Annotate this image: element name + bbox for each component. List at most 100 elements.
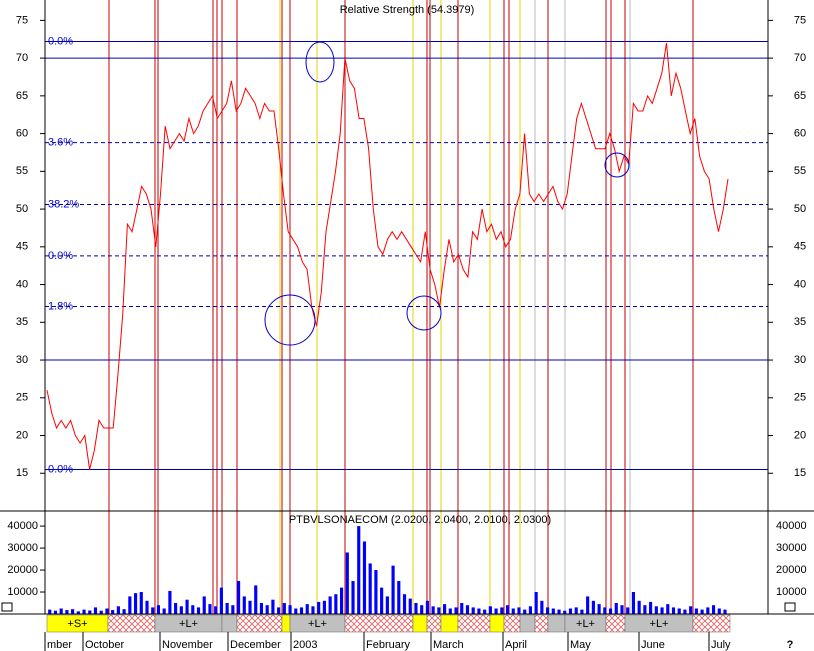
volume-bar: [214, 606, 218, 614]
volume-bar: [397, 581, 401, 614]
signal-label: +S+: [67, 618, 87, 630]
volume-bar: [145, 600, 149, 614]
volume-bar: [551, 608, 555, 614]
volume-bar: [603, 607, 607, 614]
signal-segment: [412, 614, 428, 633]
level-label: 38.2%: [48, 198, 79, 210]
volume-bar: [65, 610, 69, 614]
volume-bar: [191, 605, 195, 614]
signal-label: +L+: [576, 618, 595, 630]
volume-bar: [322, 600, 326, 614]
volume-bar: [408, 598, 412, 614]
volume-bar: [391, 565, 395, 614]
y-tick-label: 40: [794, 278, 806, 290]
signal-segment: [426, 614, 442, 633]
y-tick-label: 55: [794, 165, 806, 177]
signal-segment: [692, 614, 731, 633]
volume-bar: [591, 600, 595, 614]
month-label: March: [433, 639, 464, 651]
volume-bar: [671, 607, 676, 614]
signal-segment: [221, 614, 238, 633]
volume-bar: [236, 581, 241, 614]
volume-bar: [317, 601, 321, 614]
rsi-title: Relative Strength (54.3979): [340, 4, 475, 16]
volume-bar: [683, 609, 687, 614]
volume-bar: [122, 609, 126, 614]
volume-bar: [414, 603, 418, 614]
volume-bar: [185, 599, 189, 614]
volume-bar: [580, 609, 584, 614]
volume-bar: [700, 609, 704, 614]
level-label: 0.0%: [48, 35, 73, 47]
volume-bar: [717, 608, 721, 614]
y-tick-label: 30: [794, 354, 806, 366]
volume-bar: [53, 610, 58, 614]
volume-bar: [99, 610, 103, 614]
month-label: mber: [47, 639, 72, 651]
volume-bar: [431, 606, 435, 614]
volume-bar: [179, 606, 183, 614]
volume-bar: [689, 606, 693, 614]
signal-segment: [503, 614, 521, 633]
volume-bar: [231, 605, 235, 614]
volume-bar: [614, 603, 618, 614]
y-tick-label: 70: [16, 52, 28, 64]
volume-bar: [643, 605, 647, 614]
volume-bar: [225, 603, 229, 614]
y-tick-label: 75: [794, 14, 806, 26]
volume-bar: [111, 610, 115, 614]
volume-bar: [649, 601, 653, 614]
month-label: April: [505, 639, 527, 651]
volume-bar: [677, 608, 681, 614]
volume-bar: [608, 608, 613, 614]
y-tick-label: 35: [16, 316, 28, 328]
volume-bar: [128, 596, 132, 614]
volume-bar: [437, 607, 441, 614]
y-tick-label: 65: [16, 90, 28, 102]
y-tick-label: 20: [16, 429, 28, 441]
signal-segment: [489, 614, 505, 633]
volume-bar: [368, 563, 372, 614]
volume-bar: [534, 592, 538, 614]
volume-bar: [259, 603, 264, 614]
volume-bar: [380, 587, 384, 614]
y-tick-label: 30000: [7, 542, 38, 554]
volume-bar: [706, 607, 710, 614]
volume-bar: [76, 611, 80, 614]
volume-bar: [465, 605, 470, 614]
signal-segment: [605, 614, 626, 633]
volume-bar: [294, 608, 298, 614]
level-label: 0.0%: [48, 463, 73, 475]
month-label: December: [230, 639, 281, 651]
volume-bar: [477, 608, 481, 614]
y-tick-label: 40: [16, 278, 28, 290]
volume-bar: [202, 596, 206, 614]
volume-bar: [196, 607, 201, 614]
y-tick-label: 25: [16, 392, 28, 404]
volume-bar: [483, 609, 487, 614]
volume-bar: [362, 541, 367, 614]
volume-bar: [402, 594, 407, 614]
month-label: June: [641, 639, 665, 651]
volume-bar: [105, 608, 109, 614]
volume-bar: [156, 605, 161, 614]
y-tick-label: 40000: [7, 520, 38, 532]
highlight-circle: [305, 41, 335, 83]
volume-bar: [351, 581, 355, 614]
signal-segment: [547, 614, 566, 633]
volume-bar: [711, 605, 716, 614]
volume-bar: [563, 610, 567, 614]
y-tick-label: 50: [16, 203, 28, 215]
volume-bar: [511, 608, 515, 614]
volume-bar: [328, 596, 332, 614]
volume-bar: [568, 608, 573, 614]
help-mark: ?: [787, 639, 794, 651]
month-label: October: [85, 639, 124, 651]
volume-bar: [494, 608, 498, 614]
volume-bar: [288, 605, 292, 614]
volume-bar: [420, 605, 424, 614]
volume-bar: [374, 570, 378, 614]
y-tick-label: 60: [16, 128, 28, 140]
